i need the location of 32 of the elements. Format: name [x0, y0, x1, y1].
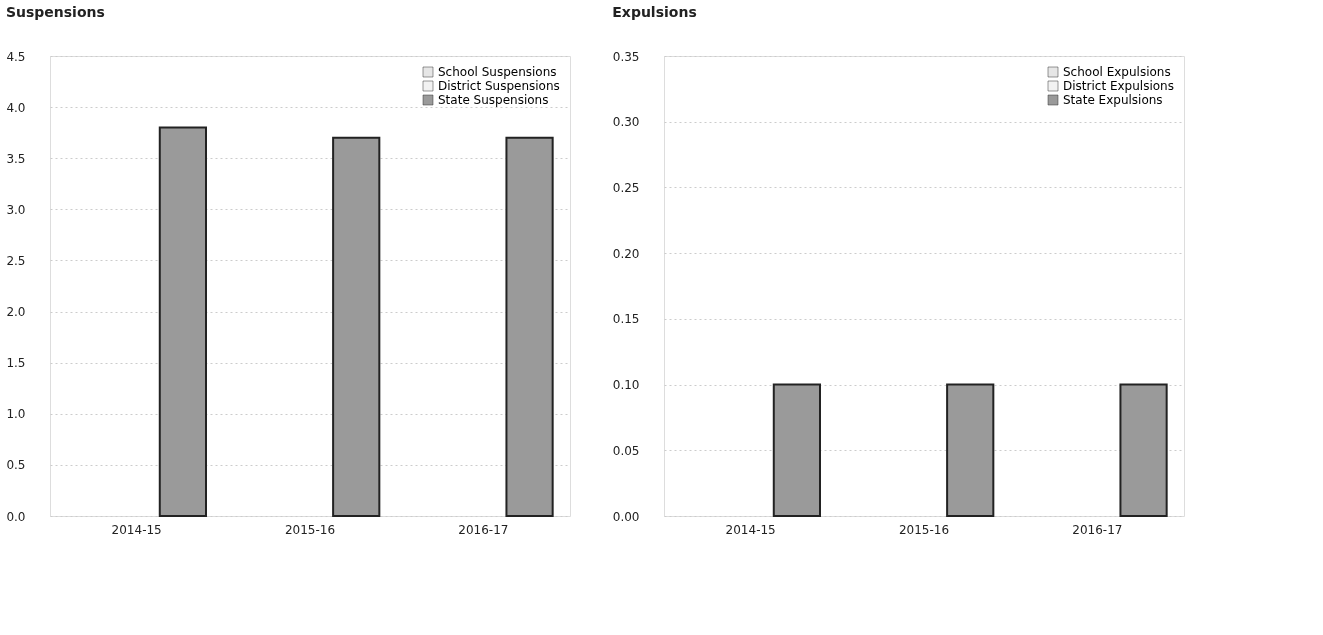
- y-tick-label: 0.20: [612, 246, 640, 261]
- legend-label: State Suspensions: [438, 93, 549, 107]
- legend-label: School Expulsions: [1063, 65, 1171, 79]
- y-tick-label: 0.30: [612, 115, 640, 130]
- x-tick-label: 2016-17: [1072, 522, 1123, 537]
- y-tick-label: 0.05: [612, 443, 640, 458]
- y-tick-label: 4.5: [6, 49, 26, 64]
- x-tick-label: 2015-16: [284, 522, 336, 537]
- chart-title: Expulsions: [612, 4, 697, 20]
- x-tick-label: 2016-17: [458, 522, 509, 537]
- y-tick-label: 0.00: [612, 509, 640, 524]
- legend-label: State Expulsions: [1063, 93, 1163, 107]
- y-tick-label: 3.5: [6, 151, 26, 166]
- x-tick-label: 2014-15: [111, 522, 162, 537]
- y-tick-label: 0.0: [6, 509, 26, 524]
- y-tick-label: 1.5: [6, 356, 26, 371]
- y-tick-label: 0.25: [612, 180, 640, 195]
- y-tick-label: 4.0: [6, 100, 26, 115]
- chart-title: Suspensions: [5, 4, 105, 20]
- y-tick-label: 3.0: [6, 202, 26, 217]
- legend-label: District Suspensions: [438, 79, 560, 93]
- y-tick-label: 2.5: [6, 253, 26, 268]
- x-tick-label: 2014-15: [725, 522, 776, 537]
- y-tick-label: 0.35: [612, 49, 640, 64]
- y-tick-label: 0.5: [6, 458, 26, 473]
- legend-label: District Expulsions: [1063, 79, 1174, 93]
- y-tick-label: 0.15: [612, 312, 640, 327]
- y-tick-label: 2.0: [6, 305, 26, 320]
- y-tick-label: 1.0: [6, 407, 26, 422]
- legend-label: School Suspensions: [438, 65, 557, 79]
- y-tick-label: 0.10: [612, 378, 640, 393]
- x-tick-label: 2015-16: [898, 522, 950, 537]
